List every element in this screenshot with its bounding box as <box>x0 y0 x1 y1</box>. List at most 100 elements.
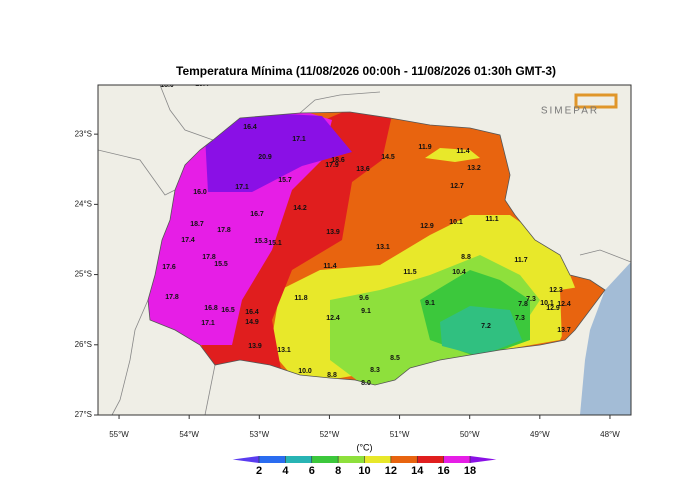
station-label: 16.4 <box>245 309 259 316</box>
colorbar-tick-label: 2 <box>256 465 262 477</box>
station-label: 10.1 <box>449 219 463 226</box>
station-label: 11.9 <box>418 144 431 151</box>
station-label: 17.8 <box>165 294 179 301</box>
station-label: 8.8 <box>327 372 337 379</box>
station-label: 13.7 <box>557 327 571 334</box>
colorbar-swatch <box>417 456 444 463</box>
station-label: 13.1 <box>277 347 291 354</box>
station-label: 13.6 <box>356 166 370 173</box>
station-label: 12.4 <box>326 315 340 322</box>
x-tick-label: 55°W <box>109 430 129 439</box>
station-label: 15.5 <box>214 261 228 268</box>
station-label: 9.6 <box>359 295 369 302</box>
colorbar-tick-label: 10 <box>358 465 370 477</box>
y-tick-label: 23°S <box>75 129 92 138</box>
station-labels: 18.0 19.4 16.4 17.1 20.9 18.617.9 14.5 11.9 11.4… <box>160 81 571 387</box>
station-label: 19.4 <box>195 81 209 88</box>
station-label: 8.3 <box>370 367 380 374</box>
station-label: 8.5 <box>390 355 400 362</box>
station-label: 18.0 <box>160 82 174 89</box>
station-label: 17.9 <box>325 162 339 169</box>
station-label: 8.0 <box>361 380 371 387</box>
station-label: 13.2 <box>467 165 481 172</box>
station-label: 9.1 <box>425 300 435 307</box>
station-label: 13.9 <box>326 229 340 236</box>
station-label: 7.3 <box>526 296 536 303</box>
station-label: 10.0 <box>298 368 312 375</box>
colorbar-tick-label: 12 <box>385 465 397 477</box>
station-label: 17.1 <box>292 136 306 143</box>
station-label: 10.4 <box>452 269 466 276</box>
station-label: 20.9 <box>258 154 272 161</box>
logo-text: SIMEPAR <box>541 106 599 117</box>
y-tick-label: 27°S <box>75 410 92 419</box>
colorbar-tick-label: 8 <box>335 465 341 477</box>
map-frame <box>97 84 632 416</box>
colorbar: 2 4 6 8 10 12 14 16 18 (°C) <box>232 442 497 477</box>
station-label: 10.1 <box>540 300 554 307</box>
station-label: 17.8 <box>202 254 216 261</box>
map-area: SIMEPAR 18.0 19.4 16.4 17.1 20.9 18.617.9 14.5… <box>98 81 631 415</box>
x-tick-label: 49°W <box>530 430 550 439</box>
station-label: 17.6 <box>162 264 176 271</box>
x-tick-label: 50°W <box>460 430 480 439</box>
colorbar-swatch <box>443 456 470 463</box>
station-label: 11.5 <box>403 269 416 276</box>
station-label: 11.4 <box>323 263 336 270</box>
station-label: 16.0 <box>193 189 207 196</box>
colorbar-tick-label: 6 <box>309 465 315 477</box>
station-label: 12.7 <box>450 183 464 190</box>
state-outline <box>147 111 606 386</box>
x-tick-label: 51°W <box>390 430 410 439</box>
station-label: 7.8 <box>518 301 528 308</box>
station-label: 7.2 <box>481 323 491 330</box>
station-label: 16.4 <box>243 124 257 131</box>
x-tick-label: 53°W <box>249 430 269 439</box>
logo: SIMEPAR <box>541 93 618 117</box>
station-label: 18.6 <box>331 157 345 164</box>
colorbar-tick-label: 16 <box>438 465 450 477</box>
colorbar-swatch <box>470 456 497 463</box>
station-label: 12.9 <box>420 223 434 230</box>
station-label: 12.3 <box>549 287 563 294</box>
colorbar-label: (°C) <box>356 442 372 452</box>
station-label: 14.9 <box>245 319 259 326</box>
station-label: 12.9 <box>546 305 560 312</box>
station-label: 17.4 <box>181 237 195 244</box>
y-tick-label: 25°S <box>75 270 92 279</box>
station-label: 16.7 <box>250 211 264 218</box>
x-tick-label: 54°W <box>179 430 199 439</box>
station-label: 8.8 <box>461 254 471 261</box>
station-label: 15.1 <box>268 240 282 247</box>
colorbar-swatch <box>338 456 365 463</box>
borders <box>98 85 631 415</box>
station-label: 15.3 <box>254 238 268 245</box>
station-label: 14.2 <box>293 205 307 212</box>
colorbar-swatch <box>259 456 286 463</box>
station-label: 17.1 <box>235 184 249 191</box>
x-tick-label: 52°W <box>320 430 340 439</box>
station-label: 11.4 <box>456 148 469 155</box>
axes: 55°W 54°W 53°W 52°W 51°W 50°W 49°W 48°W 23°S 24°S… <box>75 129 621 439</box>
station-label: 17.8 <box>217 227 231 234</box>
x-tick-label: 48°W <box>600 430 620 439</box>
station-label: 16.8 <box>204 305 218 312</box>
colorbar-tick-label: 4 <box>282 465 289 477</box>
station-label: 18.7 <box>190 221 204 228</box>
station-label: 16.5 <box>221 307 235 314</box>
station-label: 12.4 <box>557 301 571 308</box>
station-label: 17.1 <box>201 320 215 327</box>
colorbar-swatch <box>311 456 339 463</box>
station-label: 11.7 <box>514 257 527 264</box>
station-label: 13.9 <box>248 343 262 350</box>
y-tick-label: 26°S <box>75 340 92 349</box>
station-label: 13.1 <box>376 244 390 251</box>
colorbar-swatch <box>364 456 391 463</box>
station-label: 11.8 <box>294 295 307 302</box>
station-label: 9.1 <box>361 308 371 315</box>
station-label: 11.1 <box>485 216 498 223</box>
colorbar-swatch <box>232 456 259 463</box>
colorbar-swatch <box>285 456 312 463</box>
colorbar-tick-label: 14 <box>411 465 424 477</box>
